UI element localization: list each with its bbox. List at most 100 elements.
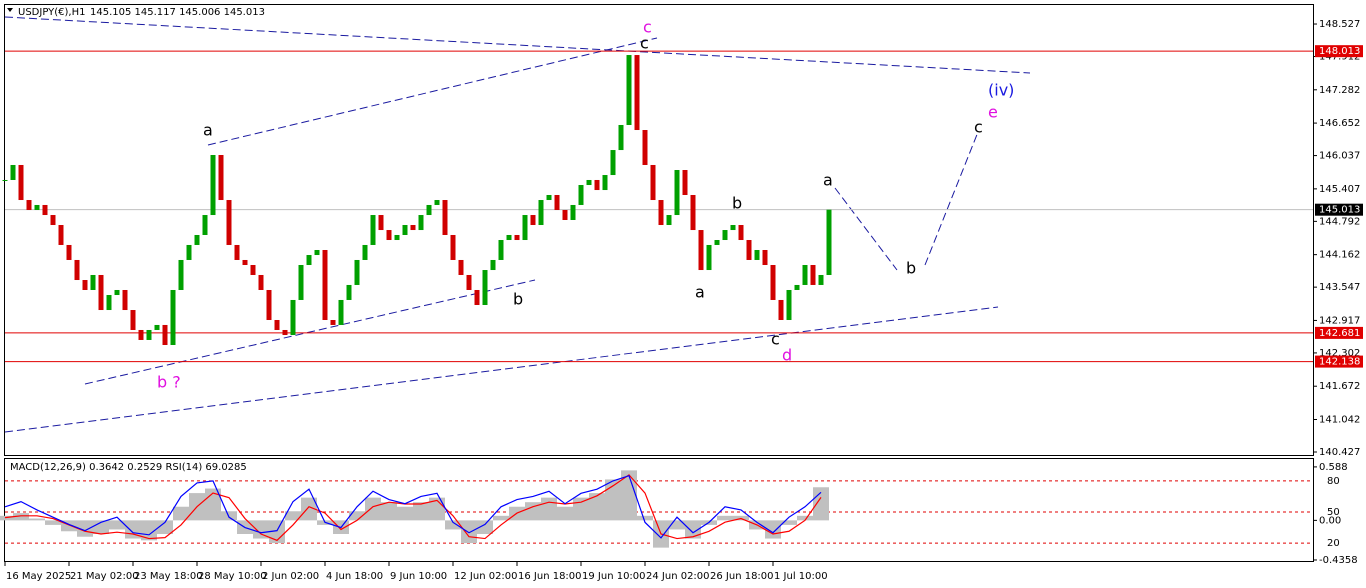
indicator-title: MACD(12,26,9) 0.3642 0.2529 RSI(14) 69.0… [10, 462, 247, 473]
candle [738, 225, 744, 241]
candle [106, 295, 112, 311]
candle [58, 225, 64, 245]
ohlc-header: 145.105 145.117 145.006 145.013 [90, 7, 265, 18]
candle [818, 274, 824, 285]
y-tick-label: 140.427 [1319, 447, 1360, 458]
candle [562, 210, 568, 220]
histogram-bar [301, 497, 317, 521]
histogram-bar [669, 520, 685, 530]
histogram-bar [77, 520, 93, 537]
candle [794, 284, 800, 290]
candle [506, 234, 512, 241]
x-tick-label: 21 May 02:00 [70, 571, 139, 582]
histogram-bar [797, 515, 813, 521]
x-tick-label: 4 Jun 18:00 [326, 571, 383, 582]
y-tick-label: 146.652 [1319, 118, 1360, 129]
y2-tick-label: 80 [1327, 476, 1340, 487]
candle [218, 155, 224, 201]
candle [434, 200, 440, 205]
histogram-bar [445, 520, 461, 530]
candle [50, 215, 56, 226]
wave-label: b [732, 194, 742, 213]
histogram-bar [541, 497, 557, 521]
level-label-box [1315, 45, 1363, 58]
candle [466, 274, 472, 290]
menu-arrow[interactable] [7, 8, 13, 12]
y-tick-label: 141.672 [1319, 381, 1360, 392]
candle [642, 130, 648, 165]
candle [202, 215, 208, 235]
y-tick-label: 0.588 [1319, 462, 1348, 473]
candle [18, 164, 24, 201]
candle [10, 164, 16, 180]
candle [626, 55, 632, 125]
candle [426, 204, 432, 216]
candle [226, 200, 232, 245]
x-tick-label: 24 Jun 02:00 [646, 571, 710, 582]
y-tick-label: 144.792 [1319, 216, 1360, 227]
candle [490, 259, 496, 271]
histogram-bar [365, 497, 381, 521]
histogram-bar [637, 515, 653, 521]
candle [778, 299, 784, 321]
x-tick-label: 26 Jun 18:00 [710, 571, 774, 582]
candle [178, 259, 184, 290]
candle [594, 179, 600, 191]
candle [514, 234, 520, 241]
candle [706, 244, 712, 271]
candle [674, 170, 680, 216]
candle [666, 215, 672, 226]
histogram-bar [0, 515, 13, 521]
candle [242, 259, 248, 266]
wave-label: a [695, 283, 705, 302]
candle [114, 289, 120, 296]
x-tick-label: 9 Jun 10:00 [390, 571, 447, 582]
candle [138, 329, 144, 340]
candle [554, 194, 560, 211]
candle [282, 329, 288, 336]
level-label: 148.013 [1319, 46, 1360, 57]
histogram-bar [589, 493, 605, 521]
candle [90, 274, 96, 290]
candle [634, 55, 640, 131]
histogram-bar [269, 520, 285, 544]
y2-tick-label: 50 [1327, 507, 1340, 518]
x-tick-label: 23 May 18:00 [134, 571, 203, 582]
candle [714, 240, 720, 245]
y-tick-label: 144.162 [1319, 250, 1360, 261]
x-tick-label: 19 Jun 10:00 [582, 571, 646, 582]
y-tick-label: -0.4358 [1319, 555, 1358, 566]
candle [26, 200, 32, 211]
wave-label: c [643, 18, 652, 37]
candle [274, 320, 280, 330]
histogram-bar [413, 502, 429, 521]
candle [210, 155, 216, 216]
symbol-title: USDJPY(€),H1 [18, 7, 85, 18]
candle [762, 249, 768, 266]
candle [618, 124, 624, 151]
candle [194, 234, 200, 245]
candle [498, 240, 504, 260]
candle [650, 164, 656, 201]
candle [354, 259, 360, 285]
candle [42, 204, 48, 216]
x-tick-label: 1 Jul 10:00 [774, 571, 828, 582]
candle [442, 200, 448, 235]
main-frame [4, 4, 1314, 456]
y2-tick-label: 20 [1327, 538, 1340, 549]
candle [402, 225, 408, 235]
y-tick-label: 141.042 [1319, 414, 1360, 425]
candle [746, 240, 752, 260]
candle [330, 320, 336, 325]
candle [338, 299, 344, 325]
candle [730, 225, 736, 231]
candle [610, 150, 616, 176]
trend-line [84, 279, 536, 385]
histogram-bar [429, 497, 445, 521]
candle [802, 265, 808, 285]
histogram-bar [781, 520, 797, 525]
wave-label: c [974, 118, 983, 137]
plot: 148.527147.912147.282146.652146.037145.4… [0, 19, 1363, 582]
histogram-bar [349, 511, 365, 521]
